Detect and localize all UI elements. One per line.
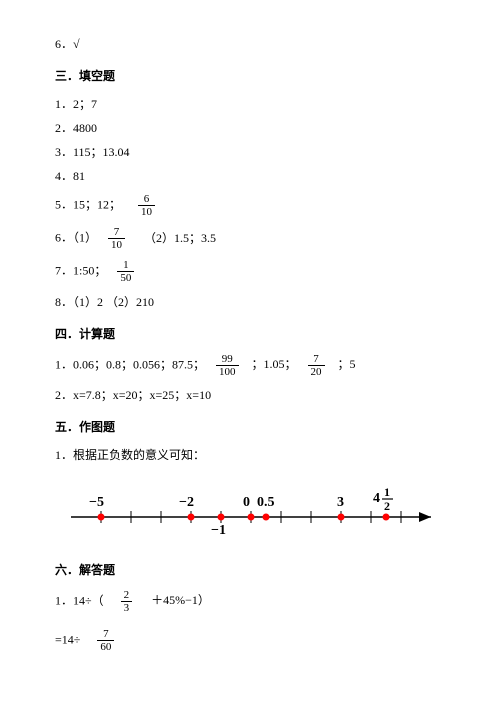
svg-text:0: 0: [243, 495, 250, 510]
s4-l1: 1．0.06；0.8；0.056；87.5； 99 100 ；1.05； 7 2…: [55, 353, 445, 378]
frac-den: 3: [121, 602, 133, 614]
s6-l2: =14÷ 7 60: [55, 628, 445, 653]
s5-l1: 1．根据正负数的意义可知：: [55, 446, 445, 464]
frac-num: 6: [138, 193, 155, 206]
s4-l1-frac2: 7 20: [308, 353, 325, 378]
s3-l1: 1．2；7: [55, 95, 445, 113]
s3-l5-text: 5．15；12；: [55, 197, 121, 211]
s4-l1a: 1．0.06；0.8；0.056；87.5；: [55, 357, 205, 371]
svg-text:4: 4: [373, 491, 380, 506]
frac-den: 60: [97, 641, 114, 653]
s3-l2: 2．4800: [55, 119, 445, 137]
s3-l7-frac: 1 50: [117, 259, 134, 284]
section5-heading: 五．作图题: [55, 418, 445, 436]
frac-num: 7: [108, 226, 125, 239]
frac-den: 20: [308, 366, 325, 378]
s3-l5: 5．15；12； 6 10: [55, 193, 445, 218]
frac-num: 7: [308, 353, 325, 366]
svg-text:2: 2: [384, 499, 390, 513]
s6-l1b: ＋45%−1）: [151, 593, 210, 607]
numberline: −5 −2 −1 0 0.5 3 412: [61, 482, 445, 547]
svg-text:0.5: 0.5: [257, 495, 275, 510]
frac-num: 1: [117, 259, 134, 272]
section3-heading: 三．填空题: [55, 67, 445, 85]
s3-l6a: 6．（1）: [55, 231, 97, 245]
section6-heading: 六．解答题: [55, 561, 445, 579]
s3-l5-frac: 6 10: [138, 193, 155, 218]
frac-den: 10: [138, 206, 155, 218]
frac-num: 99: [216, 353, 239, 366]
frac-num: 2: [121, 589, 133, 602]
section4-heading: 四．计算题: [55, 325, 445, 343]
s3-l7a: 7．1:50；: [55, 264, 106, 278]
s6-l1: 1．14÷（ 2 3 ＋45%−1）: [55, 589, 445, 614]
s4-l1b: ；1.05；: [252, 357, 297, 371]
frac-den: 100: [216, 366, 239, 378]
svg-text:1: 1: [384, 485, 390, 499]
s3-l3: 3．115；13.04: [55, 143, 445, 161]
svg-text:3: 3: [337, 495, 344, 510]
s3-l8: 8．（1）2 （2）210: [55, 293, 445, 311]
frac-den: 50: [117, 272, 134, 284]
s4-l2: 2．x=7.8；x=20；x=25；x=10: [55, 386, 445, 404]
s3-l6b: （2）1.5；3.5: [144, 231, 216, 245]
s6-l2a: =14÷: [55, 632, 80, 646]
s6-l1a: 1．14÷（: [55, 593, 104, 607]
top-item-6: 6．√: [55, 35, 445, 53]
s4-l1c: ；5: [338, 357, 356, 371]
svg-text:−5: −5: [89, 495, 104, 510]
s4-l1-frac1: 99 100: [216, 353, 239, 378]
s6-l1-frac: 2 3: [121, 589, 133, 614]
s3-l4: 4．81: [55, 167, 445, 185]
frac-den: 10: [108, 239, 125, 251]
frac-num: 7: [97, 628, 114, 641]
s6-l2-frac: 7 60: [97, 628, 114, 653]
svg-text:−1: −1: [211, 523, 226, 538]
s3-l6-frac: 7 10: [108, 226, 125, 251]
numberline-svg: −5 −2 −1 0 0.5 3 412: [61, 482, 441, 542]
svg-text:−2: −2: [179, 495, 194, 510]
s3-l7: 7．1:50； 1 50: [55, 259, 445, 284]
s3-l6: 6．（1） 7 10 （2）1.5；3.5: [55, 226, 445, 251]
